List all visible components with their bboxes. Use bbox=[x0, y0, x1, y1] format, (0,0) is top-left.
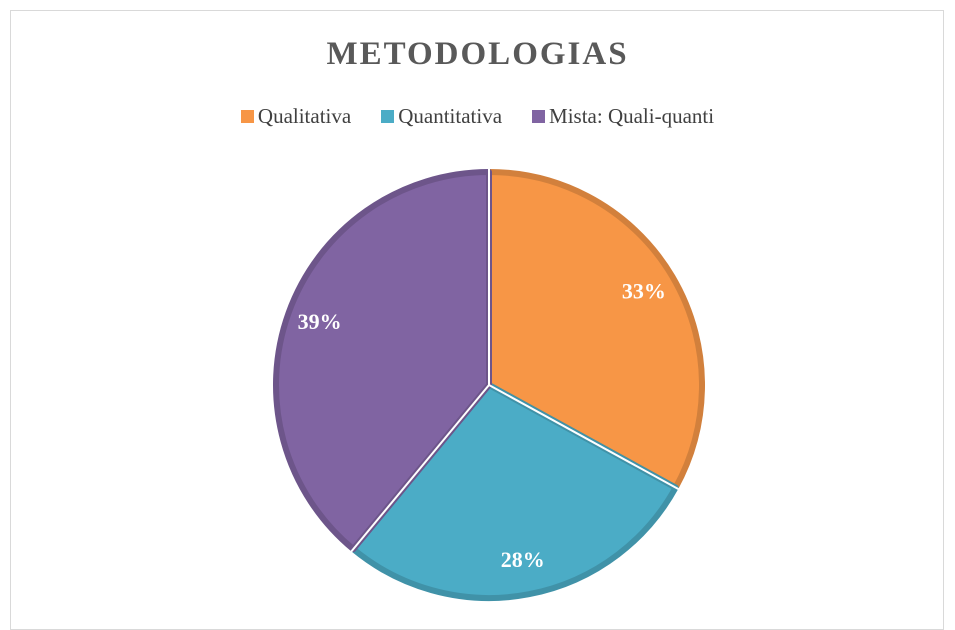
pie-slice bbox=[273, 169, 492, 553]
legend-label: Quantitativa bbox=[398, 104, 503, 128]
legend-item: Qualitativa bbox=[240, 104, 352, 129]
legend-item: Quantitativa bbox=[381, 104, 502, 129]
chart-title: METODOLOGIAS bbox=[326, 36, 629, 72]
data-label: 33% bbox=[622, 278, 666, 303]
legend-label: Qualitativa bbox=[257, 104, 352, 128]
pie-slice bbox=[486, 169, 705, 491]
legend-swatch bbox=[381, 110, 395, 123]
slice-separator bbox=[349, 384, 490, 553]
data-label: 39% bbox=[298, 309, 342, 334]
legend-swatch bbox=[532, 110, 546, 123]
slice-separator bbox=[488, 384, 680, 491]
data-label: 28% bbox=[501, 547, 545, 572]
legend: Qualitativa Quantitativa Mista: Quali-quan… bbox=[0, 104, 955, 129]
pie-slice bbox=[350, 382, 679, 601]
legend-item: Mista: Quali-quanti bbox=[532, 104, 714, 129]
legend-swatch bbox=[240, 110, 254, 123]
legend-label: Mista: Quali-quanti bbox=[549, 104, 715, 128]
